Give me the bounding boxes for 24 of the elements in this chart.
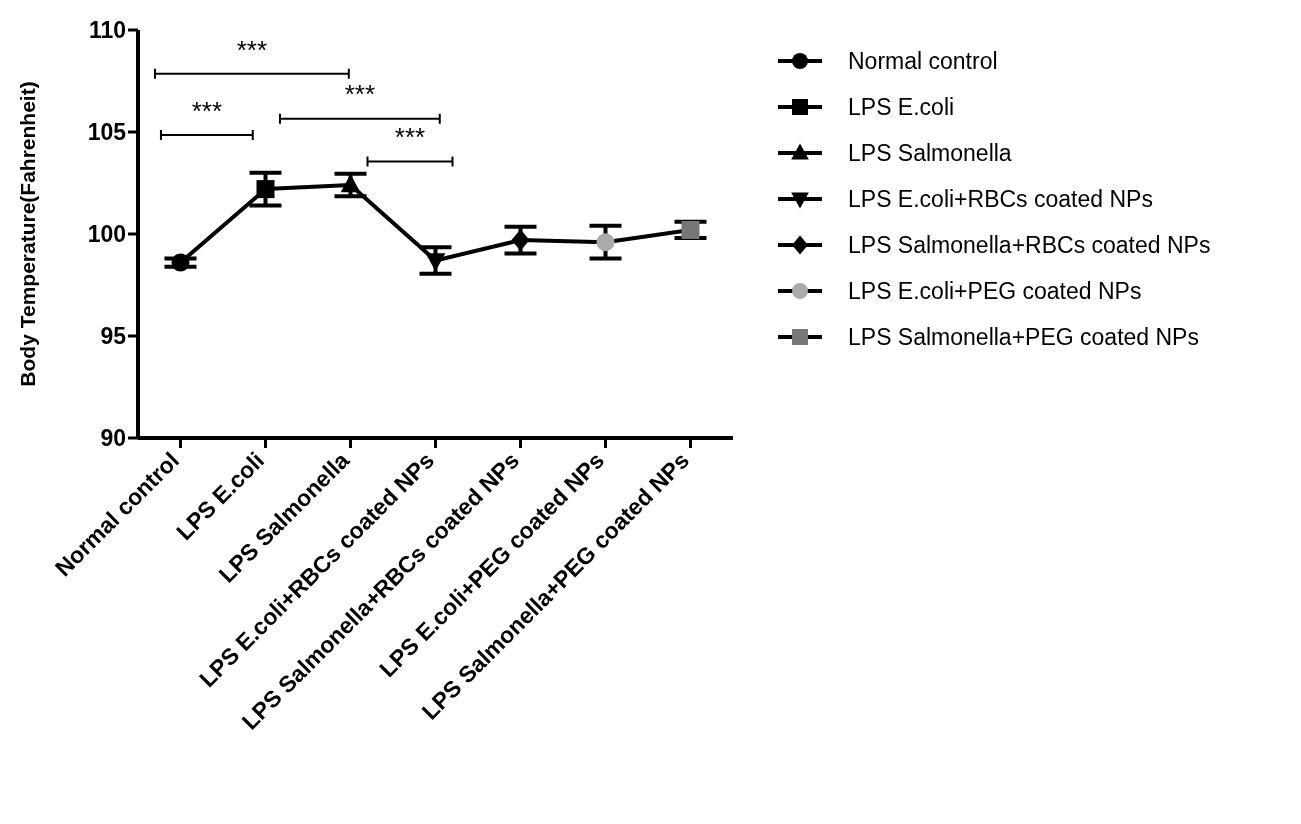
legend-label: LPS Salmonella+PEG coated NPs	[848, 323, 1199, 351]
legend-label: Normal control	[848, 47, 998, 75]
y-tick-label: 90	[100, 425, 126, 452]
legend-label: LPS E.coli+RBCs coated NPs	[848, 185, 1153, 213]
point	[340, 174, 361, 193]
y-tick-label: 105	[87, 119, 127, 146]
y-axis-title: Body Temperature(Fahrenheit)	[16, 81, 40, 387]
legend-label: LPS Salmonella+RBCs coated NPs	[848, 231, 1211, 259]
annotation: ***	[236, 34, 268, 65]
annotation: ***	[191, 95, 223, 126]
point	[256, 180, 275, 199]
annotation: ***	[344, 79, 376, 110]
legend-label: LPS Salmonella	[848, 139, 1012, 167]
point	[681, 220, 700, 239]
annotation: ***	[394, 122, 426, 153]
point	[511, 229, 530, 251]
point	[171, 253, 190, 272]
legend-label: LPS E.coli	[848, 93, 955, 121]
y-tick-label: 110	[88, 17, 126, 44]
y-tick-label: 95	[100, 323, 127, 350]
point	[425, 253, 446, 272]
point	[596, 233, 615, 252]
y-tick-label: 100	[87, 221, 126, 248]
legend-label: LPS E.coli+PEG coated NPs	[848, 277, 1142, 305]
